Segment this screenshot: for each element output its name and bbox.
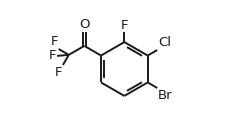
Text: F: F <box>55 66 62 79</box>
Text: F: F <box>49 49 56 62</box>
Text: Cl: Cl <box>157 36 170 49</box>
Text: O: O <box>79 18 89 31</box>
Text: F: F <box>50 35 58 48</box>
Text: F: F <box>120 19 128 32</box>
Text: Br: Br <box>157 89 172 102</box>
